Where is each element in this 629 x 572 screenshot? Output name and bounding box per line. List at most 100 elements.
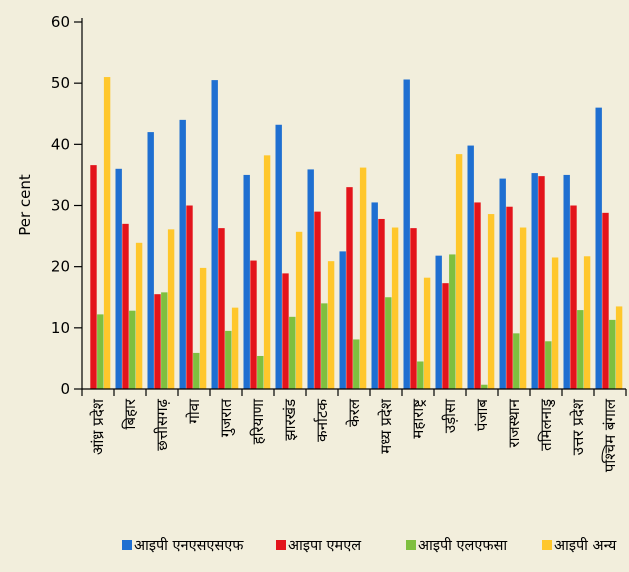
bar xyxy=(231,307,239,389)
bar xyxy=(474,202,481,389)
bar xyxy=(193,352,200,389)
bar xyxy=(481,384,488,389)
bar xyxy=(211,80,218,390)
bar xyxy=(513,333,520,389)
bar xyxy=(135,242,143,389)
bar xyxy=(282,273,289,389)
bar xyxy=(609,319,616,389)
bar xyxy=(577,310,584,389)
bar xyxy=(423,277,431,389)
bar xyxy=(295,231,303,389)
y-tick-label: 50 xyxy=(51,74,70,92)
bar xyxy=(179,119,186,390)
bar xyxy=(506,206,513,389)
bar xyxy=(615,306,623,389)
y-axis-label: Per cent xyxy=(16,174,34,236)
legend-swatch xyxy=(542,540,552,550)
bar xyxy=(243,174,250,389)
x-tick-label: पंजाब xyxy=(473,399,491,432)
x-tick-label: उड़ीसा xyxy=(441,398,459,433)
x-tick-label: मध्य प्रदेश xyxy=(377,398,395,454)
x-tick-label: केरल xyxy=(345,398,363,427)
bar xyxy=(545,341,552,389)
y-tick-label: 10 xyxy=(51,319,70,337)
bar xyxy=(218,228,225,389)
bar xyxy=(103,77,111,390)
bar xyxy=(97,314,104,389)
bar xyxy=(455,154,463,389)
bar xyxy=(417,361,424,389)
legend-swatch xyxy=(122,540,132,550)
bar xyxy=(602,212,609,389)
bar xyxy=(321,303,328,389)
bar xyxy=(359,167,367,389)
bar xyxy=(371,202,378,389)
bar xyxy=(257,355,264,389)
legend-label: आइपा एमएल xyxy=(288,538,362,554)
bar xyxy=(147,132,154,389)
x-tick-label: झारखंड xyxy=(281,398,299,441)
x-tick-label: तमिलनाडु xyxy=(537,398,556,451)
y-tick-label: 40 xyxy=(51,135,70,153)
bar xyxy=(583,256,591,389)
x-tick-label: कर्नाटक xyxy=(313,399,331,442)
bar xyxy=(531,173,538,389)
y-tick-label: 0 xyxy=(60,380,70,398)
bar xyxy=(385,297,392,389)
bars-layer xyxy=(90,77,623,390)
bar xyxy=(403,79,410,389)
bar xyxy=(410,228,417,389)
bar xyxy=(467,145,474,389)
bar xyxy=(263,155,271,389)
bar xyxy=(519,227,527,389)
bar xyxy=(353,339,360,389)
bar xyxy=(563,174,570,389)
bar xyxy=(90,165,97,389)
bar xyxy=(289,316,296,389)
legend-label: आइपी एलएफसा xyxy=(418,537,507,554)
bar xyxy=(570,205,577,389)
bar xyxy=(122,223,129,389)
bar xyxy=(595,107,602,389)
legend-swatch xyxy=(406,540,416,550)
x-tick-label: छत्तीसगढ़ xyxy=(153,398,171,450)
bar xyxy=(346,187,353,389)
bar xyxy=(115,168,122,389)
bar xyxy=(327,261,335,389)
x-tick-label: बिहार xyxy=(121,398,139,429)
bar xyxy=(378,218,385,389)
bar xyxy=(186,205,193,389)
axes-layer: 0 10 20 30 40 50 60 आंध्र प्रदेश बिहार छत्तीसगढ़ ग… xyxy=(51,13,627,472)
x-tick-label: आंध्र प्रदेश xyxy=(89,398,107,455)
bar xyxy=(199,267,207,389)
bar xyxy=(487,214,495,389)
bar xyxy=(435,255,442,389)
bar xyxy=(129,310,136,389)
bar xyxy=(339,251,346,390)
x-tick-label: राजस्थान xyxy=(505,398,523,447)
bar xyxy=(391,227,399,389)
legend: आइपी एनएसएसएफ आइपा एमएल आइपी एलएफसा आइपी अन… xyxy=(122,537,617,554)
x-tick-label: पश्चिम बंगाल xyxy=(601,398,619,472)
y-tick-label: 20 xyxy=(51,258,70,276)
y-tick-label: 30 xyxy=(51,197,70,215)
bar xyxy=(167,229,175,389)
x-tick-label: हरियाणा xyxy=(249,398,267,444)
bar xyxy=(442,283,449,389)
bar xyxy=(499,178,506,389)
bar xyxy=(275,124,282,389)
bar xyxy=(161,292,168,389)
legend-label: आइपी एनएसएसएफ xyxy=(134,537,244,554)
bar xyxy=(225,330,232,389)
bar xyxy=(449,254,456,389)
x-tick-label: उत्तर प्रदेश xyxy=(569,398,587,455)
bar xyxy=(250,260,257,389)
bar xyxy=(551,257,559,389)
bar xyxy=(538,176,545,389)
y-tick-label: 60 xyxy=(51,13,70,31)
x-tick-label: महाराष्ट्र xyxy=(409,399,427,439)
bar xyxy=(307,169,314,389)
x-tick-label: गोवा xyxy=(185,398,203,424)
